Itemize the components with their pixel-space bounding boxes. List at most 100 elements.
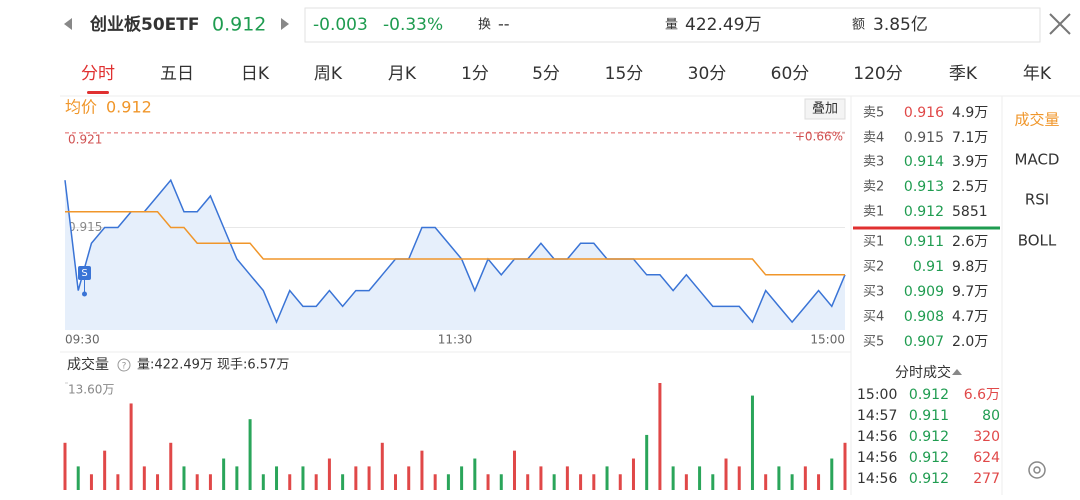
tab-underline — [87, 91, 109, 94]
volume-bar — [539, 466, 543, 490]
book-price: 0.911 — [904, 234, 944, 250]
book-volume: 2.6万 — [952, 234, 988, 250]
volume-bar — [552, 474, 556, 490]
tab[interactable]: 五日 — [160, 64, 194, 84]
volume-bar — [142, 466, 146, 490]
volume-bar — [592, 474, 596, 490]
book-label: 卖3 — [863, 155, 884, 170]
overlay-button-bg[interactable] — [804, 98, 846, 120]
book-label: 买5 — [863, 335, 884, 350]
volume-bar — [407, 466, 411, 490]
y-tick-label: 0.915 — [68, 220, 102, 234]
book-price: 0.908 — [904, 309, 944, 325]
book-volume: 4.7万 — [952, 309, 988, 325]
trade-price: 0.911 — [909, 408, 949, 424]
volume-bar — [103, 450, 107, 490]
side-menu-item[interactable]: MACD — [1015, 151, 1060, 169]
volume-bar — [288, 474, 292, 490]
quote-box — [304, 7, 1041, 43]
volume-bar — [790, 474, 794, 490]
book-price: 0.909 — [904, 284, 944, 300]
volume-bar — [631, 458, 635, 490]
side-menu-item[interactable]: 成交量 — [1014, 111, 1059, 129]
tab[interactable]: 15分 — [605, 64, 644, 84]
volume-bar — [579, 474, 583, 490]
volume-bar — [817, 474, 821, 490]
volume-bar — [301, 466, 305, 490]
book-price: 0.914 — [904, 154, 944, 170]
tab[interactable]: 周K — [314, 64, 343, 84]
tab[interactable]: 30分 — [688, 64, 727, 84]
book-volume: 3.9万 — [952, 154, 988, 170]
overlay-button[interactable]: 叠加 — [812, 102, 838, 117]
volume-bar — [803, 466, 807, 490]
volume-bar — [671, 466, 675, 490]
volume-bar — [116, 474, 120, 490]
volume-bar — [89, 474, 93, 490]
tab[interactable]: 1分 — [461, 64, 489, 84]
trades-title: 分时成交 — [895, 364, 951, 381]
book-label: 卖1 — [863, 205, 884, 220]
avg-line — [65, 210, 845, 276]
volume-bar — [275, 466, 279, 490]
volume-bar — [711, 474, 715, 490]
prev-arrow[interactable] — [64, 18, 72, 30]
volume-bar — [830, 458, 834, 490]
info-icon[interactable] — [117, 358, 131, 372]
book-label: 买2 — [863, 260, 884, 275]
volume-bar — [658, 383, 662, 490]
side-menu-item[interactable]: RSI — [1025, 191, 1049, 209]
book-volume: 4.9万 — [952, 105, 988, 121]
trade-price: 0.912 — [909, 471, 949, 487]
y-tick-label: 0.921 — [68, 132, 102, 146]
side-menu-item[interactable]: BOLL — [1018, 232, 1057, 250]
settings-icon-center — [1033, 466, 1041, 474]
trade-time: 14:56 — [857, 450, 897, 466]
volume-bar — [724, 458, 728, 490]
trade-volume: 624 — [973, 450, 1000, 466]
tab[interactable]: 日K — [241, 64, 270, 84]
volume-title: 成交量 — [67, 356, 109, 373]
volume-bar — [341, 474, 345, 490]
volume-bar — [195, 474, 199, 490]
tab[interactable]: 5分 — [532, 64, 560, 84]
volume-bar — [565, 466, 569, 490]
tab[interactable]: 年K — [1023, 64, 1052, 84]
volume-bar — [156, 474, 160, 490]
volume-bar — [433, 474, 437, 490]
volume: 422.49万 — [685, 15, 761, 35]
trade-time: 14:56 — [857, 471, 897, 487]
tab[interactable]: 120分 — [853, 64, 902, 84]
tab[interactable]: 月K — [388, 64, 417, 84]
book-volume: 2.0万 — [952, 334, 988, 350]
trade-time: 14:56 — [857, 429, 897, 445]
volume-bar — [526, 474, 530, 490]
change-pct: -0.33% — [383, 15, 443, 35]
y2-tick-label: +0.66% — [795, 130, 843, 144]
volume-bar — [737, 466, 741, 490]
close-button[interactable] — [1049, 13, 1071, 35]
volume-bar — [248, 419, 252, 490]
book-volume: 5851 — [952, 204, 988, 220]
tab[interactable]: 季K — [949, 64, 978, 84]
book-price: 0.91 — [913, 259, 944, 275]
legend-name: 均价 — [65, 98, 97, 117]
volume-bar — [327, 458, 331, 490]
book-price: 0.916 — [904, 105, 944, 121]
tab[interactable]: 分时 — [81, 64, 115, 84]
sort-icon[interactable] — [952, 369, 962, 375]
book-volume: 9.8万 — [952, 259, 988, 275]
volume-bar — [314, 474, 318, 490]
book-price: 0.915 — [904, 130, 944, 146]
volume-bar — [367, 466, 371, 490]
volume-bar — [129, 403, 133, 490]
volume-bar — [222, 458, 226, 490]
tab[interactable]: 60分 — [771, 64, 810, 84]
volume-bar — [777, 466, 781, 490]
next-arrow[interactable] — [281, 18, 289, 30]
settings-icon[interactable] — [1028, 461, 1046, 479]
book-label: 卖4 — [863, 131, 884, 146]
trade-volume: 6.6万 — [964, 387, 1000, 403]
price-area — [65, 180, 845, 330]
